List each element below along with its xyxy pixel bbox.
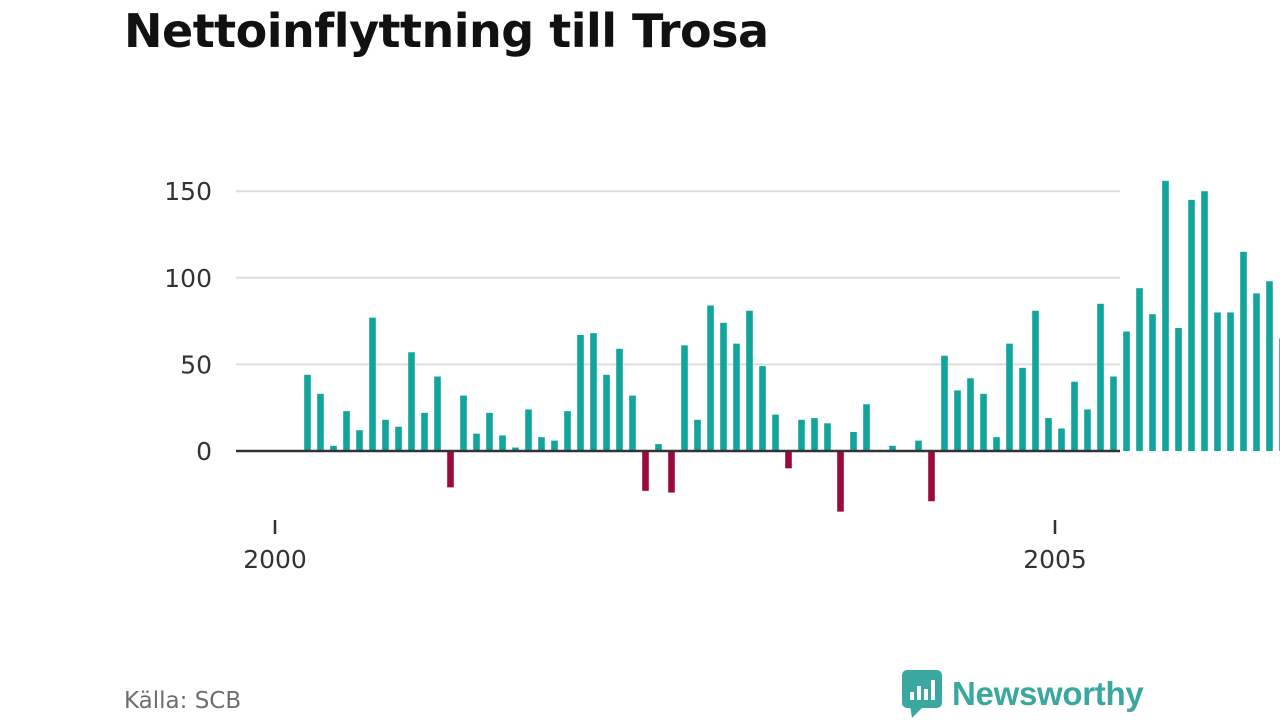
bar[interactable] xyxy=(525,409,532,451)
bar[interactable] xyxy=(707,305,714,451)
bar[interactable] xyxy=(824,423,831,451)
bar[interactable] xyxy=(447,451,454,488)
bar[interactable] xyxy=(629,395,636,451)
bar[interactable] xyxy=(369,317,376,451)
bar[interactable] xyxy=(460,395,467,451)
x-tick-label: 2000 xyxy=(243,545,307,574)
bar[interactable] xyxy=(954,390,961,451)
bar[interactable] xyxy=(1227,312,1234,451)
bar[interactable] xyxy=(655,444,662,451)
bar[interactable] xyxy=(499,435,506,451)
bar[interactable] xyxy=(1175,328,1182,451)
bar[interactable] xyxy=(473,433,480,451)
y-tick-label: 150 xyxy=(164,177,212,206)
bars xyxy=(304,180,1280,512)
bar[interactable] xyxy=(1032,310,1039,451)
bar[interactable] xyxy=(1045,418,1052,451)
bar[interactable] xyxy=(551,440,558,451)
bar[interactable] xyxy=(863,404,870,451)
bar[interactable] xyxy=(1240,251,1247,451)
bar[interactable] xyxy=(1097,303,1104,451)
y-tick-label: 50 xyxy=(180,350,212,379)
bar[interactable] xyxy=(603,374,610,451)
bar[interactable] xyxy=(304,374,311,451)
grid-lines xyxy=(236,190,1120,366)
bar[interactable] xyxy=(434,376,441,451)
bar[interactable] xyxy=(720,322,727,451)
bar[interactable] xyxy=(837,451,844,512)
bar[interactable] xyxy=(1162,180,1169,451)
bar[interactable] xyxy=(889,445,896,451)
bar[interactable] xyxy=(1201,191,1208,451)
bar[interactable] xyxy=(1214,312,1221,451)
x-axis: 200020052010201520202025 xyxy=(236,449,1120,574)
source-note: Källa: SCB xyxy=(124,688,242,714)
bar[interactable] xyxy=(395,426,402,451)
bar[interactable] xyxy=(421,412,428,451)
bar[interactable] xyxy=(811,418,818,451)
newsworthy-logo[interactable]: Newsworthy xyxy=(902,670,1144,718)
bar[interactable] xyxy=(382,419,389,451)
bar[interactable] xyxy=(1253,293,1260,451)
bar[interactable] xyxy=(1110,376,1117,451)
newsworthy-logo-icon xyxy=(902,670,942,718)
bar[interactable] xyxy=(642,451,649,491)
bar[interactable] xyxy=(1266,281,1273,451)
bar[interactable] xyxy=(616,348,623,451)
bar[interactable] xyxy=(1149,314,1156,451)
bar[interactable] xyxy=(317,393,324,451)
bar[interactable] xyxy=(512,447,519,451)
bar[interactable] xyxy=(538,437,545,451)
bar[interactable] xyxy=(1188,199,1195,451)
bar[interactable] xyxy=(1058,428,1065,451)
bar[interactable] xyxy=(785,451,792,469)
chart-title: Nettoinflyttning till Trosa xyxy=(124,4,769,58)
brand-name: Newsworthy xyxy=(952,675,1144,712)
bar[interactable] xyxy=(694,419,701,451)
bar[interactable] xyxy=(772,414,779,451)
bar[interactable] xyxy=(915,440,922,451)
bar[interactable] xyxy=(1084,409,1091,451)
bar[interactable] xyxy=(356,430,363,451)
bar[interactable] xyxy=(928,451,935,502)
bar[interactable] xyxy=(1006,343,1013,451)
bar[interactable] xyxy=(668,451,675,493)
bar[interactable] xyxy=(681,345,688,451)
bar[interactable] xyxy=(1019,367,1026,451)
bar[interactable] xyxy=(577,334,584,451)
y-axis-labels: 0 50 100 150 xyxy=(164,177,212,466)
bar[interactable] xyxy=(1123,331,1130,451)
bar[interactable] xyxy=(850,431,857,451)
bar[interactable] xyxy=(733,343,740,451)
bar[interactable] xyxy=(798,419,805,451)
y-tick-label: 100 xyxy=(164,264,212,293)
bar[interactable] xyxy=(486,412,493,451)
bar[interactable] xyxy=(967,378,974,451)
bar[interactable] xyxy=(993,437,1000,451)
bar[interactable] xyxy=(746,310,753,451)
bar[interactable] xyxy=(343,411,350,451)
bar[interactable] xyxy=(408,352,415,451)
bar[interactable] xyxy=(1071,381,1078,451)
bar[interactable] xyxy=(1136,288,1143,451)
bar[interactable] xyxy=(759,366,766,451)
x-tick-label: 2005 xyxy=(1023,545,1087,574)
bar[interactable] xyxy=(980,393,987,451)
bar[interactable] xyxy=(564,411,571,451)
y-tick-label: 0 xyxy=(196,437,212,466)
bar[interactable] xyxy=(590,333,597,451)
bar[interactable] xyxy=(941,355,948,451)
bar[interactable] xyxy=(330,445,337,451)
